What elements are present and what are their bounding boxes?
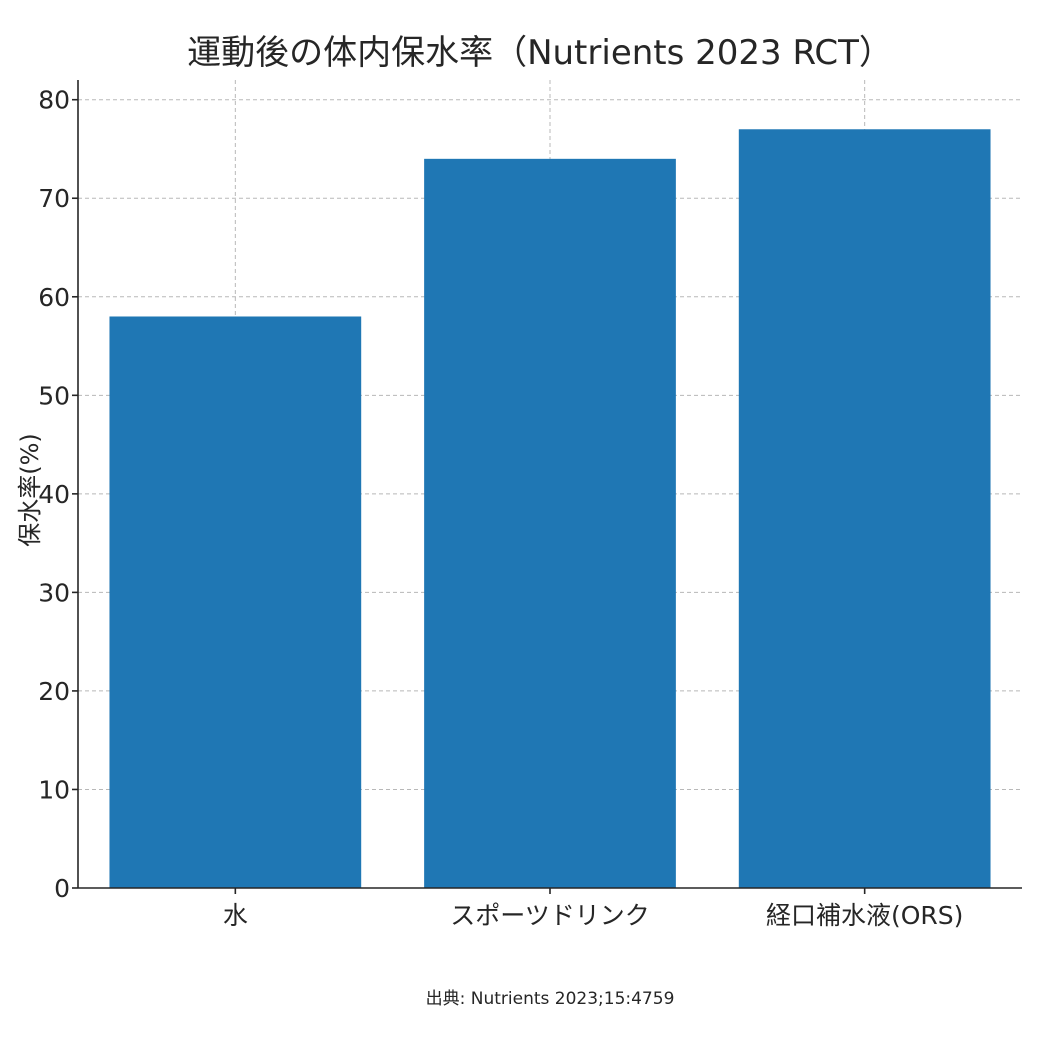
bar-3 [738, 129, 991, 888]
bar-2 [424, 158, 676, 888]
x-tick-label: スポーツドリンク [450, 901, 650, 930]
y-axis-label: 保水率(%) [16, 433, 44, 547]
y-tick-label: 50 [38, 381, 70, 410]
y-tick-label: 20 [38, 677, 70, 706]
y-tick-label: 40 [38, 480, 70, 509]
y-tick-label: 60 [38, 283, 70, 312]
y-tick-label: 10 [38, 775, 70, 804]
bar-1 [109, 316, 362, 888]
y-tick-labels: 0 10 20 30 40 50 60 70 80 [38, 86, 70, 903]
y-tick-label: 80 [38, 86, 70, 115]
bars-layer [109, 129, 991, 888]
source-note: 出典: Nutrients 2023;15:4759 [426, 989, 675, 1009]
x-tick-labels: 水 スポーツドリンク 経口補水液(ORS) [223, 901, 964, 930]
chart-title: 運動後の体内保水率（Nutrients 2023 RCT） [187, 33, 893, 73]
y-tick-label: 0 [54, 874, 70, 903]
y-tick-label: 30 [38, 578, 70, 607]
axes-layer [72, 80, 1022, 894]
x-tick-label: 水 [223, 901, 248, 930]
y-tick-label: 70 [38, 184, 70, 213]
x-tick-label: 経口補水液(ORS) [766, 901, 963, 930]
